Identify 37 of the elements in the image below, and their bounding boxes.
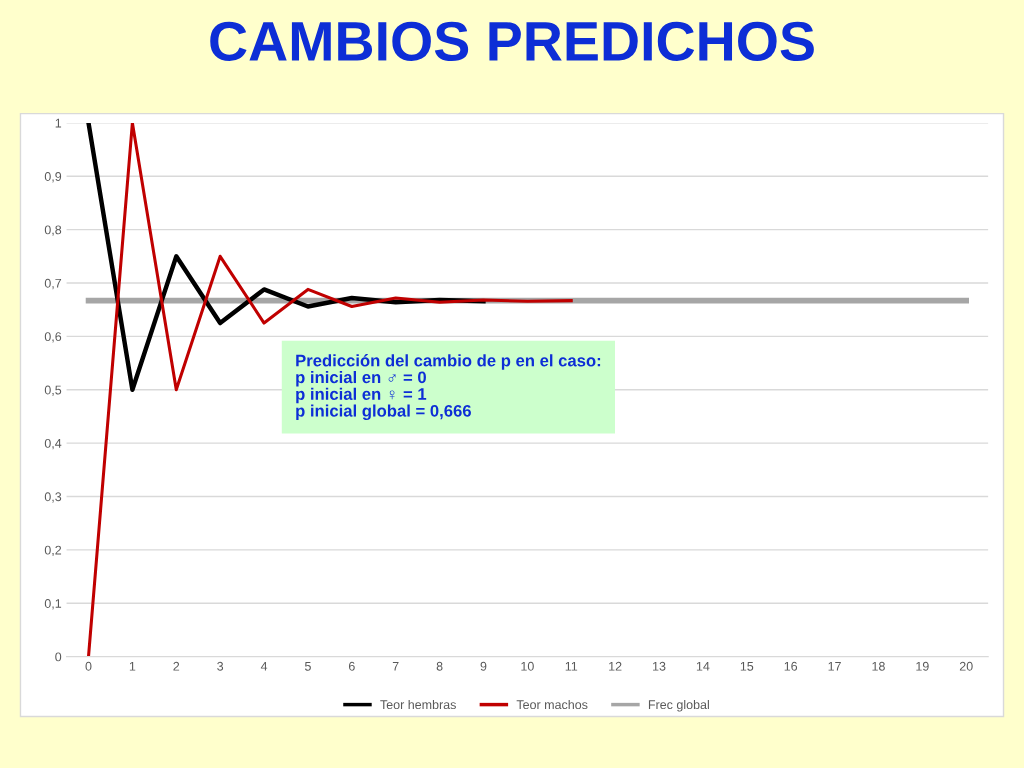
y-tick-label: 0,9 [44, 172, 62, 183]
x-tick-label: 17 [828, 661, 841, 671]
x-tick-label: 3 [217, 661, 224, 671]
x-tick-label: 11 [565, 661, 578, 671]
x-tick-label: 16 [784, 661, 798, 671]
y-tick-label: 0,8 [44, 225, 62, 236]
x-tick-label: 13 [653, 661, 666, 671]
x-tick-label: 14 [696, 661, 710, 671]
x-tick-label: 19 [916, 661, 929, 671]
y-tick-label: 0,3 [44, 492, 62, 503]
x-tick-label: 5 [304, 661, 311, 671]
y-tick-label: 0,7 [44, 278, 62, 290]
y-tick-label: 0,6 [44, 332, 62, 343]
x-tick-label: 6 [348, 661, 355, 671]
y-tick-label: 0,5 [44, 385, 62, 396]
y-tick-label: 1 [55, 118, 62, 128]
x-tick-label: 18 [872, 661, 885, 671]
x-tick-label: 0 [85, 661, 92, 671]
chart-title: CAMBIOS PREDICHOS [210, 21, 814, 61]
x-tick-label: 8 [436, 661, 443, 671]
y-tick-label: 0,2 [44, 545, 62, 557]
legend-label: Teor hembras [380, 699, 456, 710]
x-tick-label: 10 [521, 661, 534, 671]
x-tick-label: 7 [392, 661, 399, 671]
x-tick-label: 12 [609, 661, 622, 671]
x-tick-label: 2 [173, 661, 180, 671]
x-tick-label: 9 [480, 661, 487, 671]
x-tick-label: 1 [129, 661, 136, 671]
y-tick-label: 0,4 [44, 438, 62, 450]
annotation: Predicción del cambio de p en el caso: p inicial en ♂ = 0 p inicial en ♀ = 1 p inicial global = 0,666 [296, 354, 601, 421]
legend-label: Teor machos [516, 699, 588, 710]
y-tick-label: 0 [55, 652, 62, 662]
x-tick-label: 15 [740, 661, 754, 671]
x-tick-label: 20 [959, 661, 973, 671]
x-tick-label: 4 [260, 661, 268, 671]
y-tick-label: 0,1 [44, 599, 62, 610]
legend-label: Frec global [648, 699, 709, 712]
